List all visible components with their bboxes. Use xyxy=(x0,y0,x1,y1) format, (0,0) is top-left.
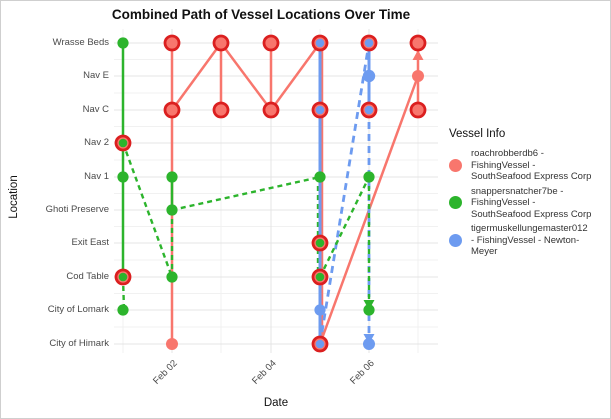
y-tick-label: Nav C xyxy=(82,104,109,115)
data-point-overlay xyxy=(315,238,325,248)
data-point xyxy=(163,101,181,119)
y-tick-label: Nav 1 xyxy=(84,171,109,182)
data-point xyxy=(314,304,326,316)
legend-dot-blue-icon xyxy=(449,233,462,247)
legend-item: tigermuskellungemaster012 - FishingVesse… xyxy=(449,223,609,258)
vessel-path-segment xyxy=(318,42,371,345)
data-point-overlay xyxy=(315,38,325,48)
data-point xyxy=(117,171,129,183)
data-point xyxy=(363,171,375,183)
data-point xyxy=(166,204,178,216)
path-arrowhead xyxy=(412,50,424,60)
data-point xyxy=(212,101,230,119)
legend: Vessel Info roachrobberdb6 - FishingVess… xyxy=(449,128,609,261)
data-point-overlay xyxy=(315,272,325,282)
data-point xyxy=(409,101,427,119)
data-point xyxy=(166,171,178,183)
data-point-overlay xyxy=(315,339,325,349)
legend-item-label: tigermuskellungemaster012 - FishingVesse… xyxy=(471,223,588,257)
y-tick-label: City of Lomark xyxy=(47,304,109,315)
x-axis-title: Date xyxy=(263,397,289,409)
data-point xyxy=(166,338,178,350)
data-point xyxy=(166,271,178,283)
data-point xyxy=(363,304,375,316)
vessel-path-segment xyxy=(171,175,321,212)
y-axis-title: Location xyxy=(8,175,20,219)
data-point xyxy=(117,37,129,49)
y-tick-label: Exit East xyxy=(71,237,110,248)
legend-dot-red-icon xyxy=(449,158,462,172)
legend-title: Vessel Info xyxy=(449,128,506,140)
data-point xyxy=(362,69,376,83)
data-point xyxy=(262,101,280,119)
vessel-path-segment xyxy=(121,142,174,278)
y-tick-label: Nav 2 xyxy=(84,137,109,148)
data-point-overlay xyxy=(364,105,374,115)
vessel-path-segment xyxy=(219,42,273,111)
data-point xyxy=(314,171,326,183)
data-point xyxy=(363,338,375,350)
legend-item-label: roachrobberdb6 - FishingVessel - SouthSe… xyxy=(471,148,592,182)
data-point-overlay xyxy=(118,272,128,282)
data-point xyxy=(212,34,230,52)
legend-item: snappersnatcher7be - FishingVessel - Sou… xyxy=(449,186,609,221)
y-tick-label: Ghoti Preserve xyxy=(45,204,109,215)
data-point xyxy=(409,34,427,52)
data-point-overlay xyxy=(118,138,128,148)
chart-title: Combined Path of Vessel Locations Over T… xyxy=(111,7,411,22)
data-point xyxy=(412,70,424,82)
legend-dot-green-icon xyxy=(449,196,462,210)
vessel-path-segment xyxy=(269,42,322,111)
y-tick-label: Nav E xyxy=(83,70,109,81)
legend-item-label: snappersnatcher7be - FishingVessel - Sou… xyxy=(471,185,592,220)
data-point xyxy=(262,34,280,52)
vessel-path-segment xyxy=(170,42,223,111)
data-point-overlay xyxy=(364,38,374,48)
vessel-path-segment xyxy=(318,176,371,278)
data-point xyxy=(117,304,129,316)
y-tick-label: Wrasse Beds xyxy=(52,37,109,48)
y-tick-label: City of Himark xyxy=(49,338,109,349)
legend-item: roachrobberdb6 - FishingVessel - SouthSe… xyxy=(449,148,609,183)
data-point-overlay xyxy=(315,105,325,115)
data-point xyxy=(163,34,181,52)
y-tick-label: Cod Table xyxy=(66,271,109,282)
